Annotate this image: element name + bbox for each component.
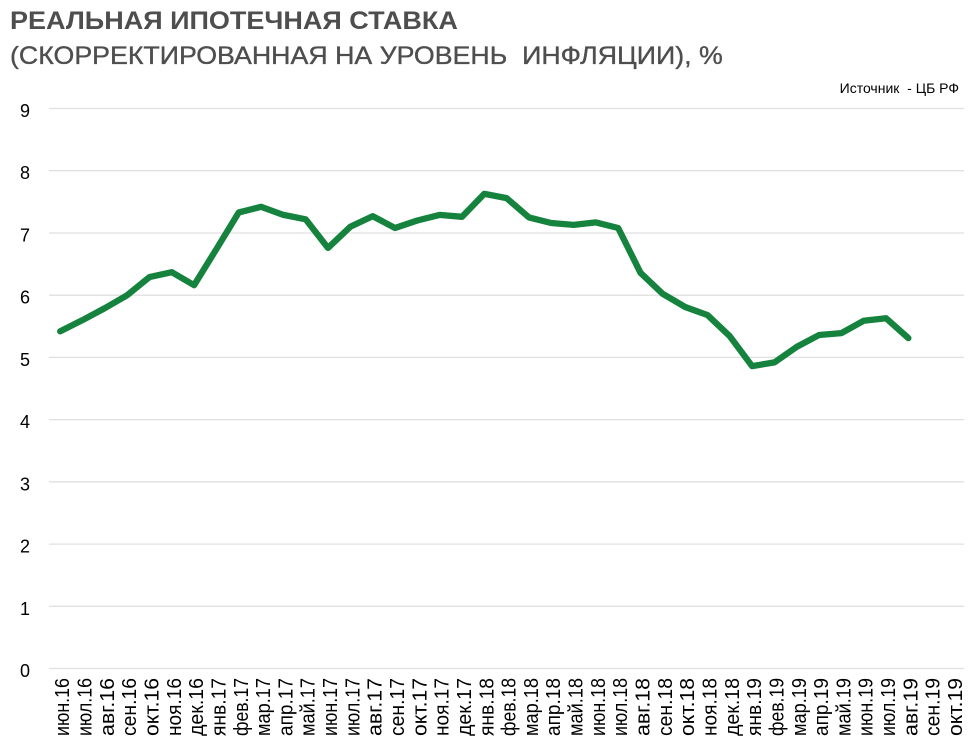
svg-text:дек.18: дек.18 [722,678,744,736]
svg-text:апр.19: апр.19 [811,678,833,736]
svg-text:июл.19: июл.19 [878,678,900,736]
svg-text:0: 0 [20,661,30,681]
svg-text:авг.19: авг.19 [900,678,922,736]
svg-text:сен.17: сен.17 [387,678,409,736]
svg-text:май.19: май.19 [833,678,855,736]
svg-text:ноя.16: ноя.16 [164,678,186,736]
svg-text:7: 7 [20,226,30,246]
svg-text:авг.17: авг.17 [365,678,387,736]
svg-text:8: 8 [20,163,30,183]
svg-text:окт.17: окт.17 [409,678,431,736]
svg-text:янв.17: янв.17 [208,678,230,736]
svg-text:июн.17: июн.17 [320,678,342,736]
svg-text:мар.18: мар.18 [521,678,543,736]
svg-text:май.17: май.17 [298,678,320,736]
svg-text:5: 5 [20,350,30,370]
svg-text:мар.17: мар.17 [253,678,275,736]
svg-text:дек.16: дек.16 [186,678,208,736]
svg-text:фев.19: фев.19 [766,678,788,736]
svg-text:авг.18: авг.18 [633,678,655,736]
svg-text:9: 9 [20,101,30,121]
svg-text:мар.19: мар.19 [789,678,811,736]
svg-text:июл.16: июл.16 [75,678,97,736]
svg-text:фев.17: фев.17 [231,678,253,736]
svg-text:сен.19: сен.19 [923,678,945,736]
svg-text:3: 3 [20,474,30,494]
svg-text:фев.18: фев.18 [499,678,521,736]
svg-text:сен.18: сен.18 [655,678,677,736]
svg-text:июл.17: июл.17 [342,678,364,736]
svg-text:май.18: май.18 [566,678,588,736]
svg-text:июл.18: июл.18 [610,678,632,736]
svg-text:ноя.17: ноя.17 [432,678,454,736]
svg-text:1: 1 [20,599,30,619]
svg-text:окт.16: окт.16 [142,678,164,736]
svg-text:4: 4 [20,412,30,432]
svg-text:июн.19: июн.19 [856,678,878,736]
svg-text:сен.16: сен.16 [119,678,141,736]
svg-text:янв.18: янв.18 [476,678,498,736]
svg-text:апр.17: апр.17 [275,678,297,736]
svg-text:окт.18: окт.18 [677,678,699,736]
svg-text:6: 6 [20,288,30,308]
svg-text:янв.19: янв.19 [744,678,766,736]
svg-text:2: 2 [20,537,30,557]
svg-text:июн.16: июн.16 [52,678,74,736]
svg-text:апр.18: апр.18 [543,678,565,736]
svg-text:авг.16: авг.16 [97,678,119,736]
svg-text:окт.19: окт.19 [945,678,967,736]
svg-text:ноя.18: ноя.18 [700,678,722,736]
svg-text:дек.17: дек.17 [454,678,476,736]
svg-text:июн.18: июн.18 [588,678,610,736]
